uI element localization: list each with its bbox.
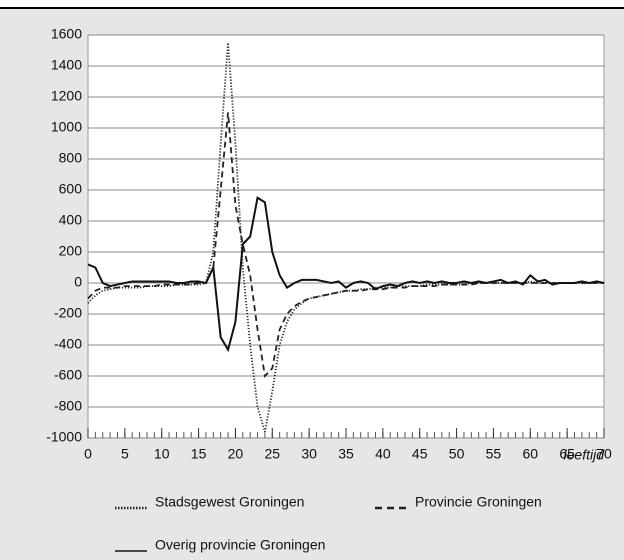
y-tick-label: 0 [74, 274, 82, 290]
x-tick-label: 65 [559, 446, 575, 462]
x-tick-label: 30 [301, 446, 317, 462]
x-tick-label: 0 [84, 446, 92, 462]
x-tick-label: 5 [121, 446, 129, 462]
y-tick-label: -600 [54, 367, 82, 383]
y-tick-label: -200 [54, 305, 82, 321]
legend-label: Provincie Groningen [415, 494, 542, 510]
y-tick-label: 1400 [51, 57, 82, 73]
y-tick-label: 400 [59, 212, 83, 228]
x-tick-label: 40 [375, 446, 391, 462]
x-tick-label: 60 [522, 446, 538, 462]
y-tick-label: 1000 [51, 119, 82, 135]
x-tick-label: 35 [338, 446, 354, 462]
x-tick-label: 70 [596, 446, 612, 462]
x-tick-label: 15 [191, 446, 207, 462]
x-tick-label: 10 [154, 446, 170, 462]
x-tick-label: 25 [264, 446, 280, 462]
x-tick-label: 20 [228, 446, 244, 462]
y-tick-label: 1200 [51, 88, 82, 104]
y-tick-label: 1600 [51, 26, 82, 42]
y-tick-label: 600 [59, 181, 83, 197]
series-line [87, 196, 605, 353]
y-tick-label: 200 [59, 243, 83, 259]
y-tick-label: -800 [54, 398, 82, 414]
legend-label: Overig provincie Groningen [155, 537, 325, 553]
legend-label: Stadsgewest Groningen [155, 494, 304, 510]
y-tick-label: -1000 [46, 429, 82, 445]
x-tick-label: 45 [412, 446, 428, 462]
x-axis-label: leeftijd [564, 447, 606, 463]
x-tick-label: 55 [486, 446, 502, 462]
x-tick-label: 50 [449, 446, 465, 462]
y-tick-label: -400 [54, 336, 82, 352]
y-tick-label: 800 [59, 150, 83, 166]
series-line [87, 112, 604, 378]
plot-area [87, 34, 605, 439]
